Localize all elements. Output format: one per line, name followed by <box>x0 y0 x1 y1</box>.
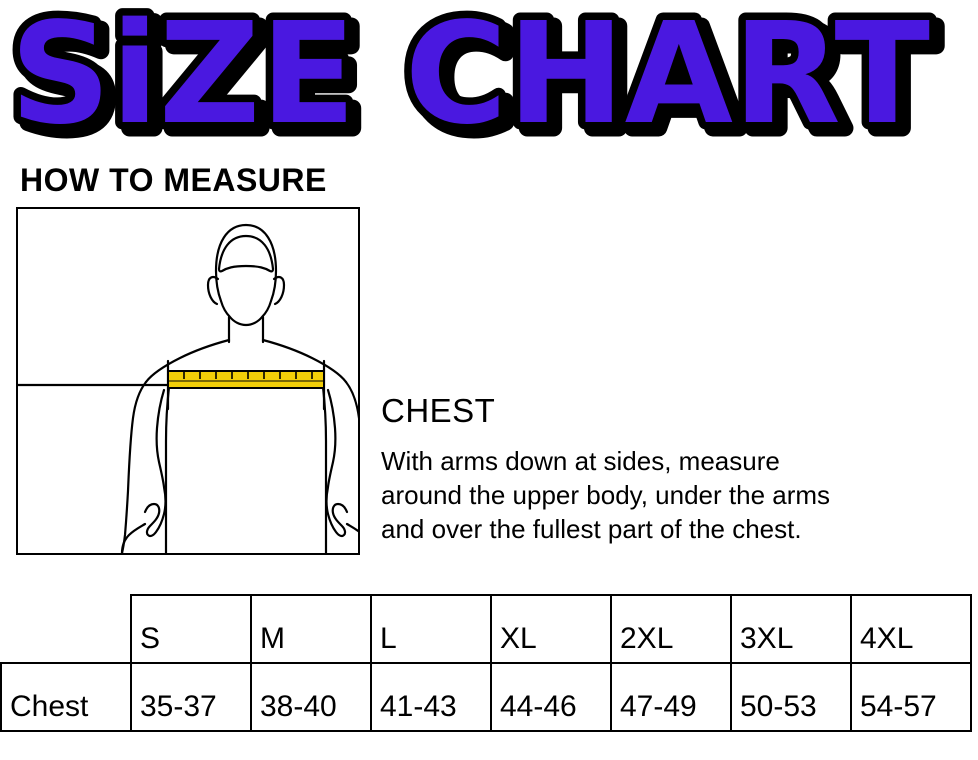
description-line: With arms down at sides, measure <box>381 446 780 476</box>
table-header-row: S M L XL 2XL 3XL 4XL <box>1 594 972 664</box>
table-header-cell: XL <box>490 594 612 664</box>
table-header-cell: S <box>130 594 252 664</box>
description-line: and over the fullest part of the chest. <box>381 514 802 544</box>
table-row-label: Chest <box>0 662 132 732</box>
chest-description-block: CHEST With arms down at sides, measure a… <box>381 392 973 546</box>
table-cell: 47-49 <box>610 662 732 732</box>
size-table-container: S M L XL 2XL 3XL 4XL Chest 35-37 38-40 4… <box>0 594 978 732</box>
page-title: .tt { font-family: "DejaVu Sans", sans-s… <box>0 0 978 152</box>
left-hand <box>120 522 147 553</box>
title-text: SiZE CHART <box>10 0 930 152</box>
right-shoulder-line <box>261 338 348 384</box>
size-table: S M L XL 2XL 3XL 4XL Chest 35-37 38-40 4… <box>0 594 972 732</box>
table-header-cell: 2XL <box>610 594 732 664</box>
hairline <box>217 234 275 273</box>
chest-description-heading: CHEST <box>381 392 496 429</box>
title-shadow: SiZE CHART <box>17 0 937 152</box>
male-torso-figure-icon <box>18 223 358 553</box>
size-chart-title-art: .tt { font-family: "DejaVu Sans", sans-s… <box>3 0 946 152</box>
measuring-tape-icon <box>167 370 325 389</box>
how-to-measure-heading: HOW TO MEASURE <box>20 162 327 198</box>
measurement-diagram: Chest <box>16 207 360 555</box>
table-cell: 54-57 <box>850 662 972 732</box>
left-arm-outer <box>120 380 148 553</box>
description-line: around the upper body, under the arms <box>381 480 831 510</box>
right-arm-inner <box>325 388 349 538</box>
table-cell: 50-53 <box>730 662 852 732</box>
right-arm-outer <box>344 380 358 419</box>
table-corner-blank <box>1 595 131 663</box>
table-cell: 41-43 <box>370 662 492 732</box>
torso-right-side <box>321 385 328 553</box>
left-ear <box>206 275 220 306</box>
right-hand <box>345 522 358 533</box>
chest-description-body: With arms down at sides, measure around … <box>381 444 973 546</box>
left-arm-inner <box>143 388 167 538</box>
right-ear <box>272 275 286 306</box>
table-cell: 44-46 <box>490 662 612 732</box>
head-outline <box>214 223 278 327</box>
table-header-cell: 3XL <box>730 594 852 664</box>
table-cell: 35-37 <box>130 662 252 732</box>
table-cell: 38-40 <box>250 662 372 732</box>
table-header-cell: M <box>250 594 372 664</box>
table-header-cell: L <box>370 594 492 664</box>
table-row: Chest 35-37 38-40 41-43 44-46 47-49 50-5… <box>0 662 972 732</box>
torso-left-side <box>164 385 171 553</box>
left-shoulder-line <box>144 338 231 384</box>
table-header-cell: 4XL <box>850 594 972 664</box>
